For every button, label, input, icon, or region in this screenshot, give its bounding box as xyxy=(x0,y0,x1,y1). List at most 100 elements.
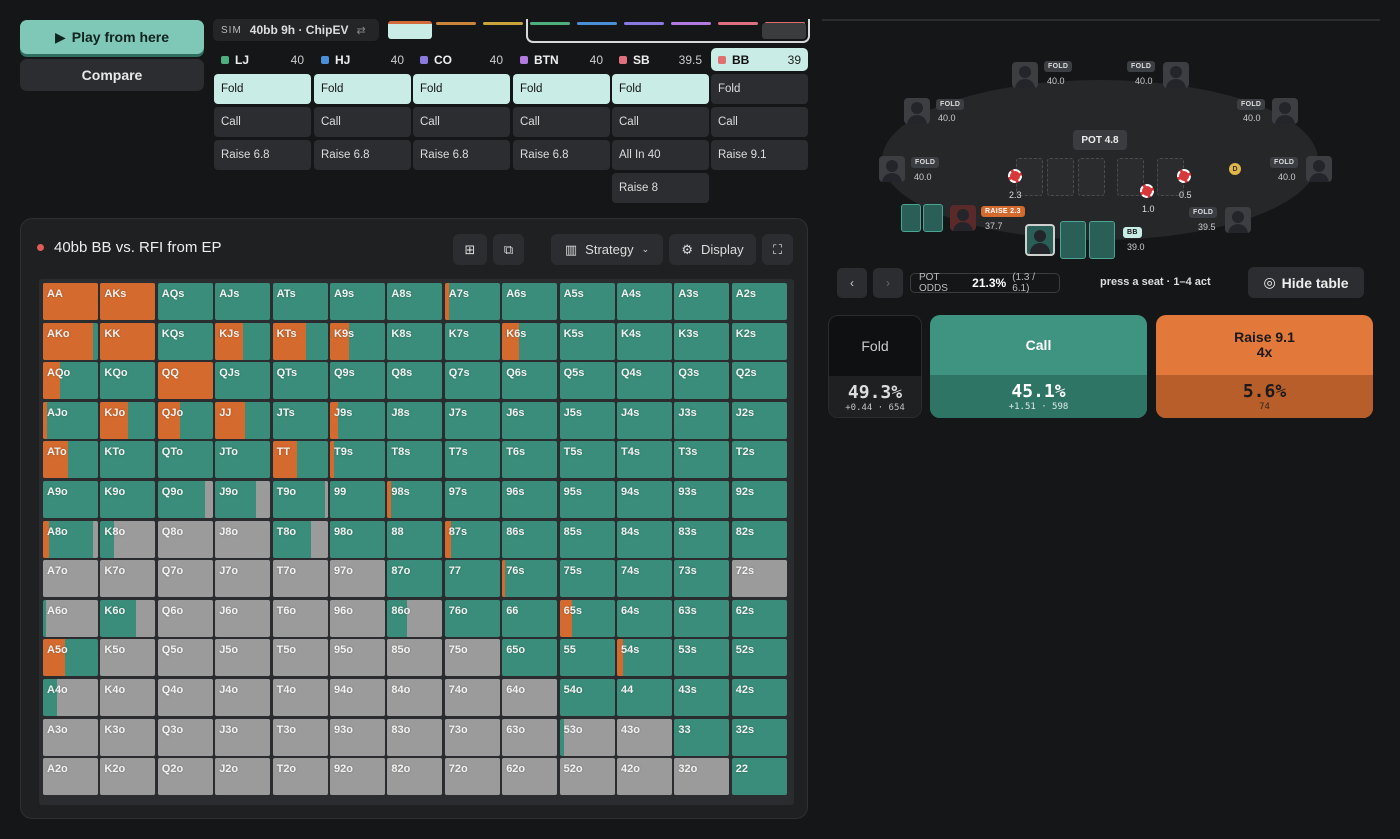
hand-cell[interactable]: 42o xyxy=(617,758,672,796)
hand-cell[interactable]: 72s xyxy=(731,560,787,598)
copy-icon[interactable]: ⧉ xyxy=(493,234,524,265)
hand-cell[interactable]: A9o xyxy=(43,481,98,518)
hand-cell[interactable]: T4o xyxy=(272,679,328,716)
hand-cell[interactable]: K7o xyxy=(100,560,156,598)
fullscreen-icon[interactable]: ⛶ xyxy=(762,234,793,265)
hand-cell[interactable]: K2s xyxy=(731,322,787,360)
hand-cell[interactable]: T2s xyxy=(731,441,787,479)
hand-cell[interactable]: 32s xyxy=(731,718,787,756)
swap-icon[interactable]: ⇄ xyxy=(356,24,366,37)
seat-avatar[interactable] xyxy=(1225,207,1251,233)
hand-cell[interactable]: K8o xyxy=(100,520,156,558)
hand-cell[interactable]: Q4s xyxy=(617,362,672,400)
action-option[interactable]: Call xyxy=(314,107,411,137)
hand-cell[interactable]: A8s xyxy=(387,283,443,320)
hand-cell[interactable]: 53o xyxy=(559,718,615,756)
hand-cell[interactable]: A9s xyxy=(330,283,385,320)
hand-cell[interactable]: J8o xyxy=(215,520,271,558)
hand-cell[interactable]: 44 xyxy=(617,679,672,716)
hide-table-button[interactable]: ◎ Hide table xyxy=(1248,267,1364,298)
hand-cell[interactable]: AA xyxy=(43,283,98,320)
hand-cell[interactable]: KTs xyxy=(272,322,328,360)
seat-avatar[interactable] xyxy=(1272,98,1298,124)
display-button[interactable]: ⚙ Display xyxy=(669,234,756,265)
hand-cell[interactable]: K3o xyxy=(100,718,156,756)
hand-cell[interactable]: T9o xyxy=(272,481,328,518)
hand-cell[interactable]: Q2o xyxy=(157,758,213,796)
hand-cell[interactable]: J4o xyxy=(215,679,271,716)
hand-cell[interactable]: 83s xyxy=(674,520,730,558)
hand-cell[interactable]: 64o xyxy=(502,679,558,716)
hand-cell[interactable]: A5o xyxy=(43,639,98,677)
hand-cell[interactable]: JTo xyxy=(215,441,271,479)
hand-cell[interactable]: 84s xyxy=(617,520,672,558)
hand-cell[interactable]: JJ xyxy=(215,401,271,439)
hand-cell[interactable]: A2o xyxy=(43,758,98,796)
hand-cell[interactable]: 73s xyxy=(674,560,730,598)
hand-cell[interactable]: Q3o xyxy=(157,718,213,756)
hand-cell[interactable]: Q8s xyxy=(387,362,443,400)
hand-cell[interactable]: T5s xyxy=(559,441,615,479)
sim-selector[interactable]: SIM 40bb 9h · ChipEV ⇄ xyxy=(213,19,379,41)
hand-cell[interactable]: K9s xyxy=(330,322,385,360)
hand-cell[interactable]: 99 xyxy=(330,481,385,518)
hand-cell[interactable]: J2s xyxy=(731,401,787,439)
action-option[interactable]: Raise 6.8 xyxy=(314,140,411,170)
hand-cell[interactable]: 88 xyxy=(387,520,443,558)
timeline-next-node[interactable] xyxy=(762,23,806,39)
play-from-here-button[interactable]: ▶ Play from here xyxy=(20,20,204,54)
hand-cell[interactable]: 97o xyxy=(330,560,385,598)
position-header[interactable]: BTN 40 xyxy=(513,48,610,71)
hand-cell[interactable]: A3o xyxy=(43,718,98,756)
hand-cell[interactable]: 76o xyxy=(444,599,500,637)
hand-cell[interactable]: J4s xyxy=(617,401,672,439)
hand-cell[interactable]: J6s xyxy=(502,401,558,439)
hand-cell[interactable]: 93o xyxy=(330,718,385,756)
hand-cell[interactable]: 74s xyxy=(617,560,672,598)
hand-cell[interactable]: KQo xyxy=(100,362,156,400)
seat-avatar[interactable] xyxy=(1012,62,1038,88)
hand-cell[interactable]: 72o xyxy=(444,758,500,796)
hand-cell[interactable]: 22 xyxy=(731,758,787,796)
hand-cell[interactable]: 52s xyxy=(731,639,787,677)
hand-cell[interactable]: 83o xyxy=(387,718,443,756)
hand-cell[interactable]: J5s xyxy=(559,401,615,439)
hand-cell[interactable]: Q4o xyxy=(157,679,213,716)
hand-cell[interactable]: Q6o xyxy=(157,599,213,637)
hand-cell[interactable]: T8o xyxy=(272,520,328,558)
hand-cell[interactable]: QJo xyxy=(157,401,213,439)
hand-cell[interactable]: Q8o xyxy=(157,520,213,558)
action-option[interactable]: Raise 8 xyxy=(612,173,709,203)
hand-cell[interactable]: 95o xyxy=(330,639,385,677)
hand-cell[interactable]: 92s xyxy=(731,481,787,518)
hand-cell[interactable]: T6o xyxy=(272,599,328,637)
compare-button[interactable]: Compare xyxy=(20,59,204,91)
hand-cell[interactable]: K8s xyxy=(387,322,443,360)
hand-cell[interactable]: KTo xyxy=(100,441,156,479)
hand-cell[interactable]: T5o xyxy=(272,639,328,677)
hand-cell[interactable]: QTs xyxy=(272,362,328,400)
hand-cell[interactable]: A3s xyxy=(674,283,730,320)
hand-cell[interactable]: A7s xyxy=(444,283,500,320)
hand-cell[interactable]: K6s xyxy=(502,322,558,360)
hand-cell[interactable]: 77 xyxy=(444,560,500,598)
hand-cell[interactable]: Q5o xyxy=(157,639,213,677)
prev-button[interactable]: ‹ xyxy=(837,268,867,298)
hand-cell[interactable]: Q5s xyxy=(559,362,615,400)
hand-cell[interactable]: K6o xyxy=(100,599,156,637)
timeline-current-node[interactable] xyxy=(388,21,432,39)
hand-cell[interactable]: T7o xyxy=(272,560,328,598)
action-option[interactable]: Raise 6.8 xyxy=(413,140,510,170)
action-option[interactable]: Fold xyxy=(612,74,709,104)
hand-cell[interactable]: 95s xyxy=(559,481,615,518)
hand-cell[interactable]: 96o xyxy=(330,599,385,637)
next-button[interactable]: › xyxy=(873,268,903,298)
hand-cell[interactable]: 93s xyxy=(674,481,730,518)
hand-cell[interactable]: Q6s xyxy=(502,362,558,400)
action-option[interactable]: Call xyxy=(513,107,610,137)
hand-cell[interactable]: QJs xyxy=(215,362,271,400)
hand-cell[interactable]: 82o xyxy=(387,758,443,796)
hand-cell[interactable]: J3s xyxy=(674,401,730,439)
hand-cell[interactable]: K5o xyxy=(100,639,156,677)
action-card-fold[interactable]: Fold 49.3% +0.44 · 654 xyxy=(828,315,922,418)
